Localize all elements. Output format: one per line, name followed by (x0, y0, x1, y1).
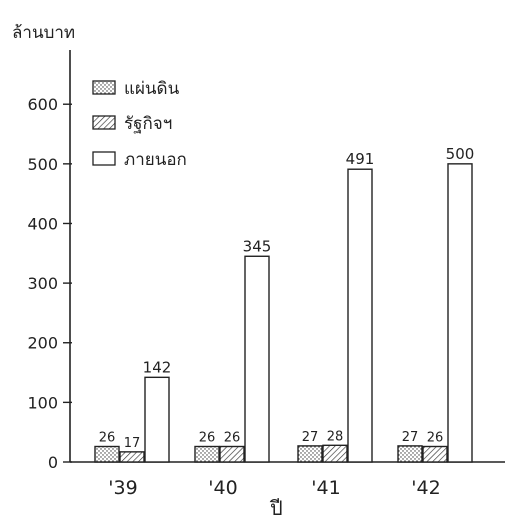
data-label: 26 (99, 430, 116, 445)
data-label: 28 (327, 429, 344, 444)
bar-2-3 (322, 444, 348, 463)
data-label: 142 (143, 358, 172, 376)
legend-label-series-1: แผ่นดิน (124, 79, 180, 99)
y-tick-label: 300 (27, 274, 58, 293)
bar-3-3 (347, 168, 373, 463)
data-label: 17 (124, 436, 141, 451)
data-label: 26 (199, 430, 216, 445)
y-tick-label: 0 (48, 453, 58, 472)
x-tick-group: '39 '40 '41 '42 (108, 477, 440, 499)
data-label: 26 (224, 430, 241, 445)
bar-2-2 (219, 445, 245, 463)
bar-1-3 (297, 445, 323, 463)
legend-swatch-series-2 (92, 115, 116, 130)
y-tick-label: 200 (27, 334, 58, 353)
data-label: 26 (427, 430, 444, 445)
x-tick-label: '39 (108, 477, 137, 499)
y-tick-label: 600 (27, 95, 58, 114)
bar-1-1 (94, 445, 120, 463)
data-label: 500 (446, 145, 475, 163)
bar-1-2 (194, 445, 220, 463)
x-tick-label: '41 (311, 477, 340, 499)
y-tick-label: 400 (27, 214, 58, 233)
bar-2-4 (422, 445, 448, 463)
legend-label-series-2: รัฐกิจฯ (124, 114, 172, 134)
data-label: 345 (243, 237, 272, 255)
legend-swatch-series-3 (92, 151, 116, 166)
bar-2-1 (119, 451, 145, 463)
y-tick-label: 100 (27, 393, 58, 412)
y-tick-group: 0 100 200 300 400 500 600 (27, 95, 72, 472)
bar-group: 26 17 142 26 26 345 27 28 491 27 26 500 (94, 145, 475, 463)
legend-label-series-3: ภายนอก (124, 150, 187, 170)
data-label: 491 (346, 150, 375, 168)
x-axis-title: ปี (270, 496, 283, 520)
legend-swatch-series-1 (92, 80, 116, 95)
data-label: 27 (402, 430, 419, 445)
data-label: 27 (302, 430, 319, 445)
bar-3-2 (244, 255, 270, 463)
legend: แผ่นดิน รัฐกิจฯ ภายนอก (92, 79, 187, 170)
x-tick-label: '40 (208, 477, 237, 499)
bar-3-1 (144, 376, 170, 463)
bar-1-4 (397, 445, 423, 463)
y-axis-title: ล้านบาท (12, 23, 75, 43)
bar-3-4 (447, 163, 473, 463)
x-tick-label: '42 (411, 477, 440, 499)
y-tick-label: 500 (27, 155, 58, 174)
